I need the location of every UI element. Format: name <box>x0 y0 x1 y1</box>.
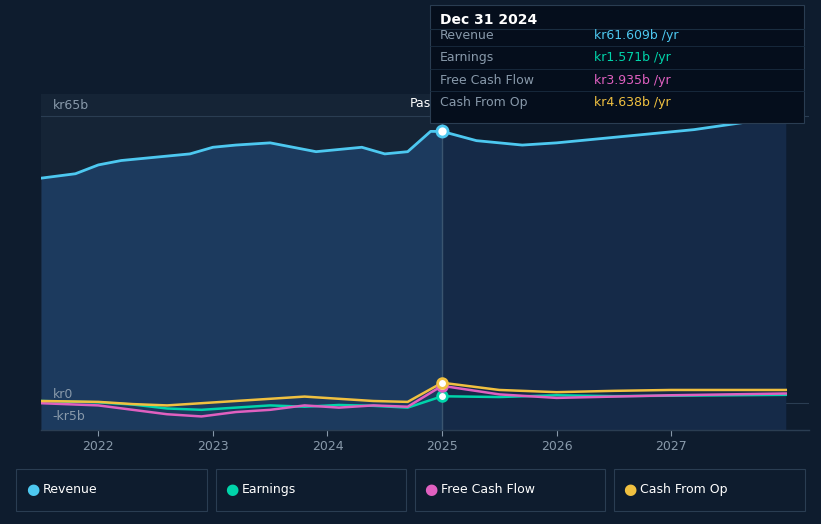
Text: Earnings: Earnings <box>241 484 296 496</box>
Text: Cash From Op: Cash From Op <box>640 484 727 496</box>
Text: Free Cash Flow: Free Cash Flow <box>441 484 534 496</box>
Text: -kr5b: -kr5b <box>53 410 85 423</box>
Text: ●: ● <box>624 483 637 497</box>
Text: Earnings: Earnings <box>440 51 494 64</box>
Text: kr4.638b /yr: kr4.638b /yr <box>594 96 671 109</box>
Text: ●: ● <box>424 483 438 497</box>
Text: Dec 31 2024: Dec 31 2024 <box>440 13 537 27</box>
Text: Free Cash Flow: Free Cash Flow <box>440 74 534 86</box>
Text: ●: ● <box>225 483 239 497</box>
Text: Cash From Op: Cash From Op <box>440 96 528 109</box>
Text: Revenue: Revenue <box>43 484 98 496</box>
Text: Past: Past <box>410 97 436 110</box>
Text: ●: ● <box>26 483 39 497</box>
Text: Analysts Forecasts: Analysts Forecasts <box>465 97 581 110</box>
Text: kr61.609b /yr: kr61.609b /yr <box>594 29 679 42</box>
Bar <box>41 94 442 430</box>
Text: kr0: kr0 <box>53 388 73 401</box>
Text: kr3.935b /yr: kr3.935b /yr <box>594 74 671 86</box>
Text: kr1.571b /yr: kr1.571b /yr <box>594 51 671 64</box>
Text: Revenue: Revenue <box>440 29 495 42</box>
Text: kr65b: kr65b <box>53 99 89 112</box>
